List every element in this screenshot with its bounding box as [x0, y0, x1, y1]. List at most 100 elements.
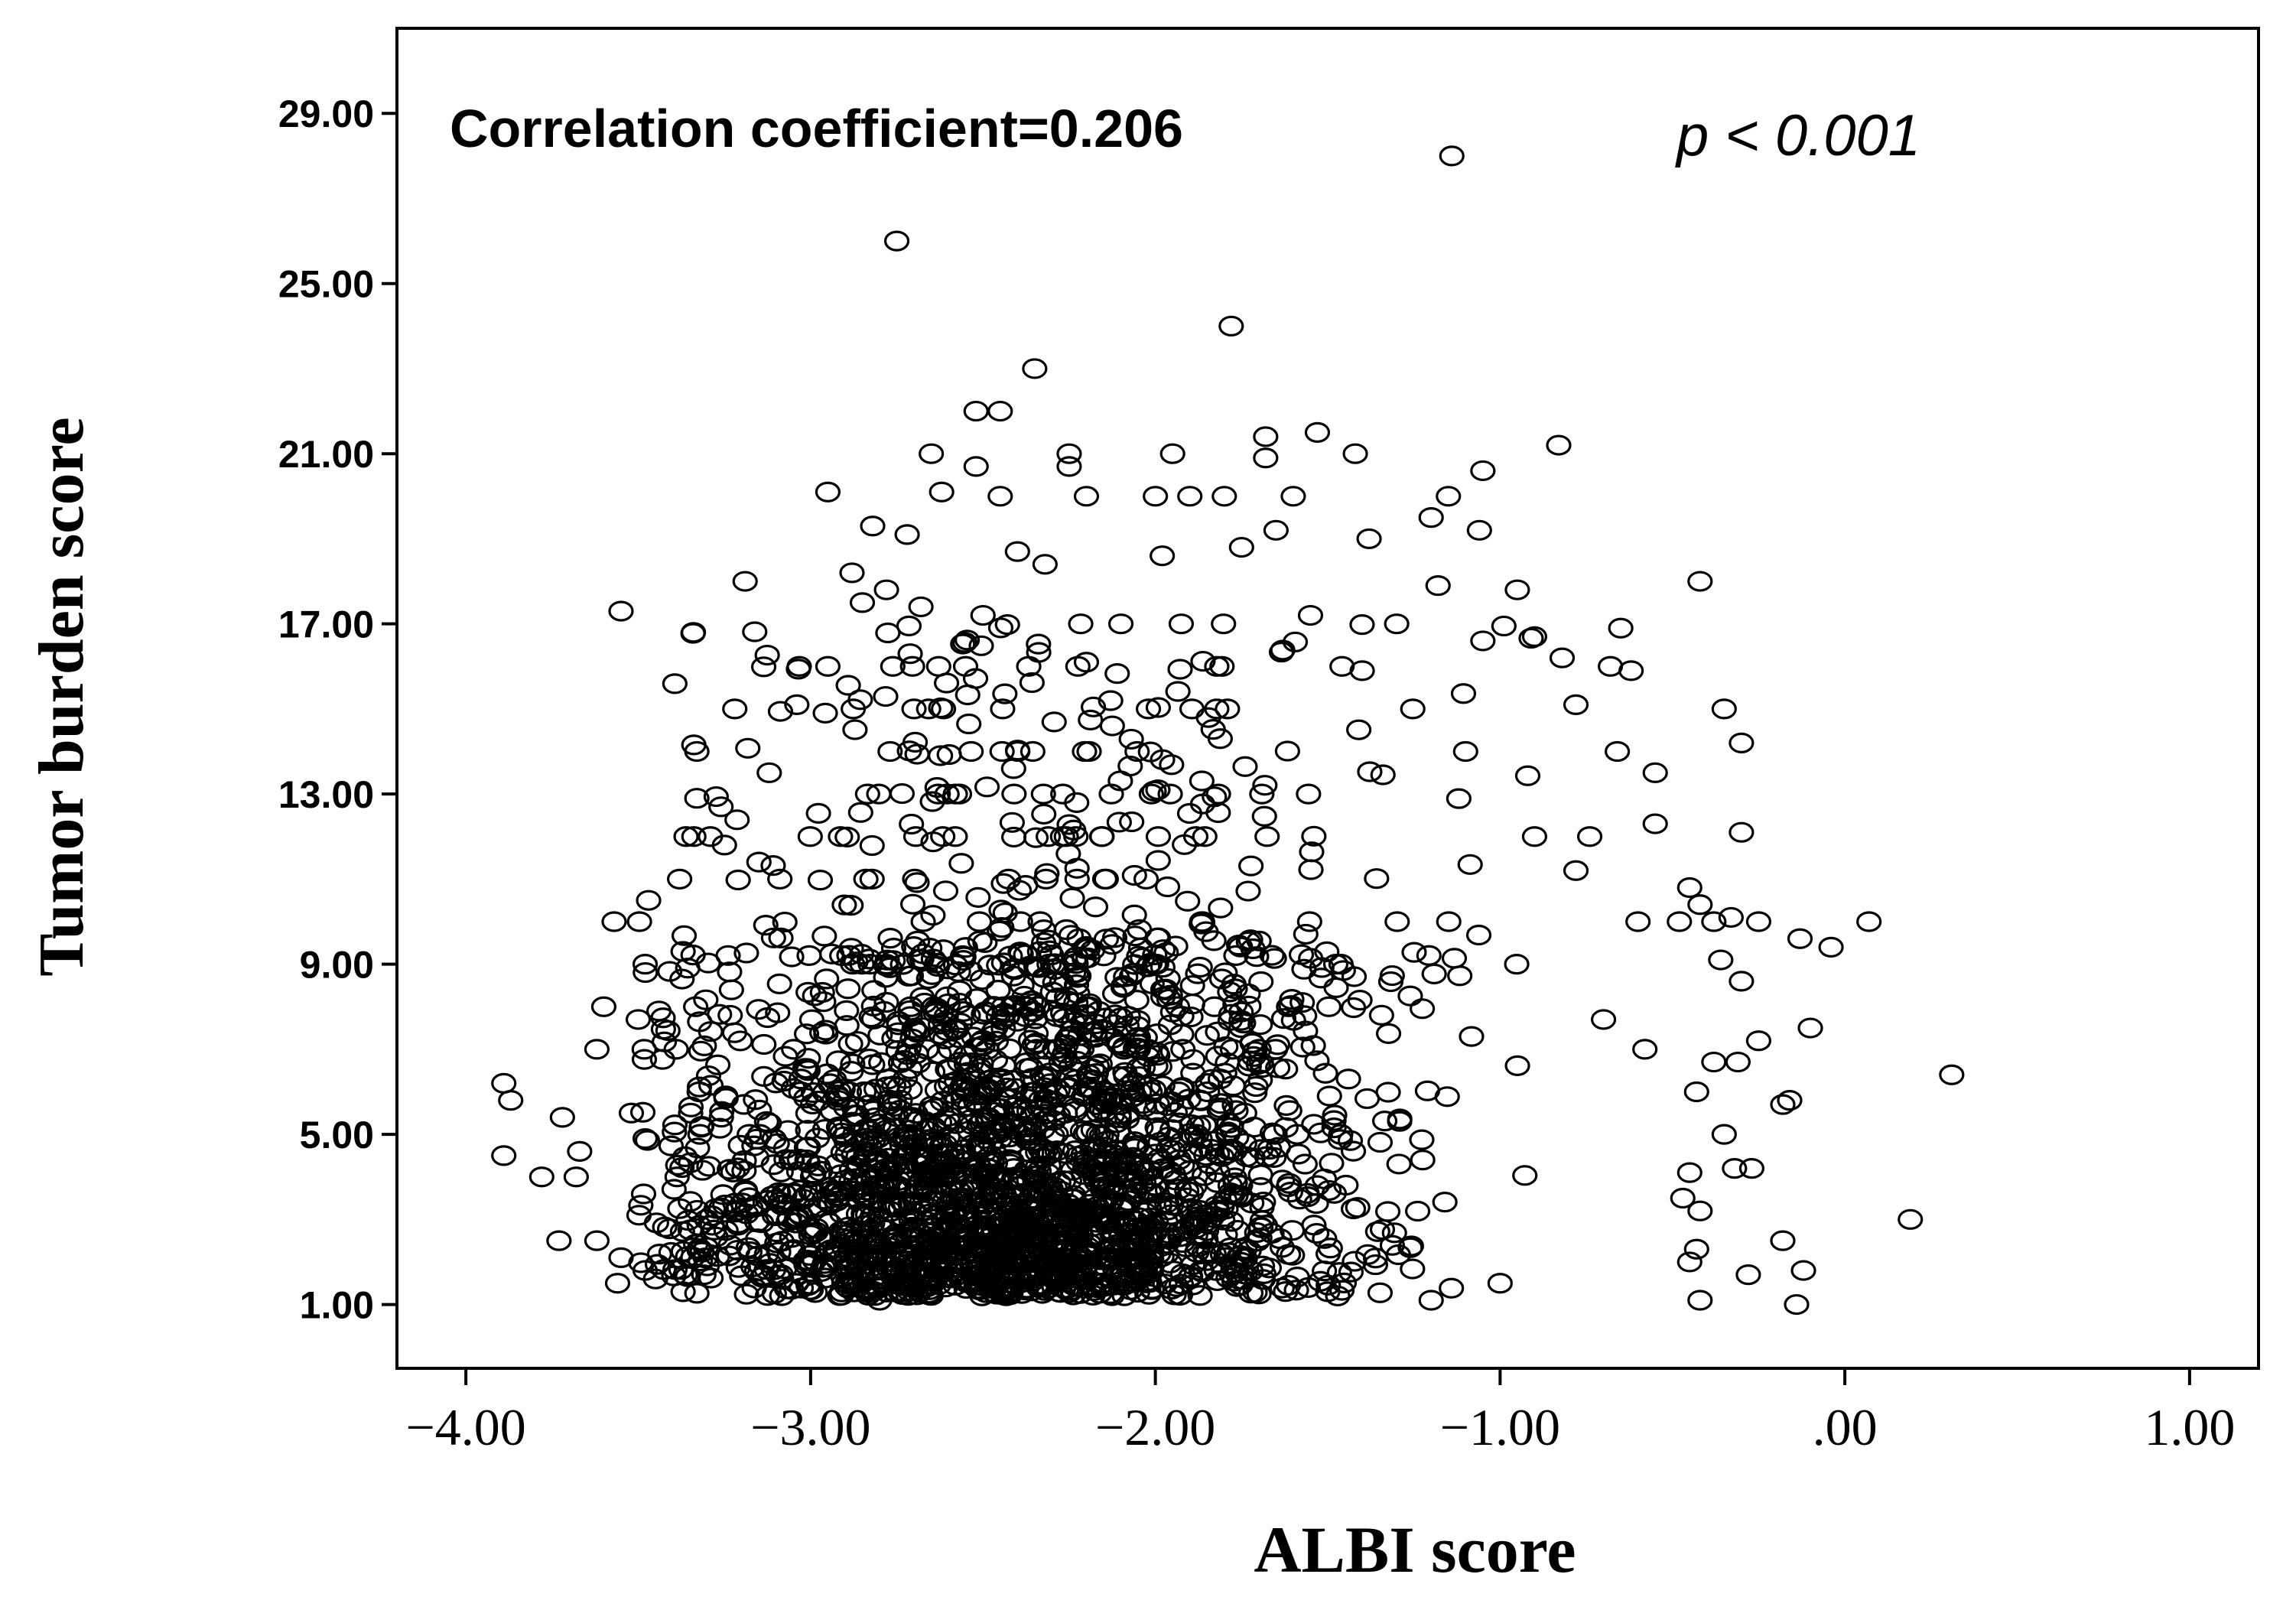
scatter-point [1059, 1020, 1085, 1041]
scatter-point [844, 1031, 870, 1052]
scatter-point [1175, 890, 1201, 912]
scatter-point [1035, 1277, 1061, 1299]
scatter-point [784, 1206, 811, 1228]
scatter-point [1061, 1188, 1087, 1210]
scatter-point [681, 622, 707, 643]
y-tick-label: 29.00 [278, 93, 374, 135]
scatter-point [1207, 728, 1234, 750]
scatter-point [1223, 1100, 1249, 1121]
scatter-point [1683, 1238, 1709, 1260]
scatter-point [1219, 1156, 1245, 1179]
scatter-point [1687, 1290, 1713, 1311]
scatter-point [1023, 1008, 1049, 1029]
scatter-point [567, 1140, 593, 1162]
scatter-point [691, 1264, 717, 1286]
scatter-point [1191, 1165, 1218, 1186]
scatter-point [1670, 1187, 1696, 1209]
scatter-point [733, 1283, 759, 1305]
scatter-point [1119, 811, 1145, 833]
scatter-point [1189, 770, 1215, 792]
scatter-point [838, 1060, 864, 1082]
scatter-point [1598, 655, 1624, 677]
scatter-point [669, 1221, 695, 1242]
scatter-point [1301, 825, 1327, 847]
scatter-point [1364, 868, 1390, 890]
scatter-point [1512, 1165, 1538, 1186]
scatter-point [967, 911, 993, 932]
scatter-point [604, 1273, 631, 1294]
scatter-point [1514, 765, 1541, 786]
scatter-point [1818, 936, 1844, 958]
y-tick-label: 21.00 [278, 433, 374, 476]
scatter-point [661, 1179, 687, 1200]
scatter-point [854, 1204, 881, 1225]
scatter-point [632, 954, 659, 975]
scatter-point [1632, 1039, 1658, 1060]
scatter-point [1117, 1150, 1143, 1172]
scatter-point [1249, 783, 1275, 805]
scatter-point [1194, 1025, 1220, 1046]
scatter-point [919, 1095, 945, 1117]
scatter-point [864, 1276, 891, 1297]
scatter-point [1052, 1042, 1078, 1064]
scatter-point [1215, 1267, 1241, 1289]
scatter-point [686, 1076, 713, 1098]
scatter-point [1247, 1164, 1273, 1186]
scatter-point [1150, 545, 1176, 567]
scatter-point [1188, 1226, 1215, 1247]
scatter-point [1117, 755, 1143, 777]
scatter-point [1790, 1260, 1816, 1281]
scatter-point [1245, 1053, 1271, 1075]
scatter-point [1374, 1201, 1401, 1222]
scatter-point [1128, 1117, 1154, 1138]
x-tick-label: −4.00 [405, 1398, 525, 1456]
scatter-point [1304, 421, 1331, 443]
scatter-point [746, 1099, 772, 1121]
scatter-point [1341, 997, 1367, 1019]
scatter-point [691, 1035, 717, 1056]
scatter-point [1261, 948, 1287, 969]
scatter-point [841, 698, 867, 720]
scatter-point [857, 1121, 883, 1142]
scatter-point [590, 996, 617, 1017]
scatter-point [710, 1184, 736, 1205]
scatter-point [968, 1052, 994, 1074]
scatter-point [1273, 1094, 1299, 1116]
scatter-point [1333, 1174, 1359, 1196]
scatter-point [874, 1173, 900, 1195]
scatter-point [936, 743, 962, 766]
scatter-point [1410, 1150, 1436, 1171]
scatter-point [1053, 826, 1079, 847]
scatter-point [1676, 1251, 1702, 1273]
scatter-point [1386, 1153, 1412, 1175]
scatter-point [989, 917, 1015, 938]
scatter-point [1179, 974, 1205, 997]
scatter-point [1101, 983, 1128, 1004]
scatter-point [1576, 826, 1603, 847]
scatter-point [1725, 1051, 1751, 1073]
scatter-point [760, 855, 786, 877]
scatter-point [1169, 1231, 1195, 1254]
scatter-point [1667, 911, 1693, 932]
scatter-point [644, 1254, 671, 1275]
scatter-point [625, 1009, 652, 1030]
scatter-point [1797, 1017, 1823, 1039]
scatter-point [1297, 604, 1324, 626]
scatter-point [815, 481, 841, 503]
scatter-point [1314, 941, 1340, 962]
scatter-point [1265, 1137, 1292, 1158]
scatter-point [1008, 1176, 1034, 1197]
scatter-point [1112, 1062, 1138, 1083]
scatter-point [716, 1245, 742, 1267]
scatter-point [1256, 1257, 1283, 1279]
scatter-point [684, 788, 710, 809]
scatter-point [857, 948, 883, 970]
scatter-point [725, 1212, 751, 1234]
scatter-point [1238, 855, 1264, 877]
y-tick-label: 13.00 [278, 773, 374, 816]
scatter-point [1075, 1122, 1101, 1143]
scatter-point [528, 1166, 554, 1188]
scatter-point [1004, 740, 1031, 761]
scatter-point [1421, 963, 1447, 984]
scatter-point [1315, 1281, 1341, 1303]
